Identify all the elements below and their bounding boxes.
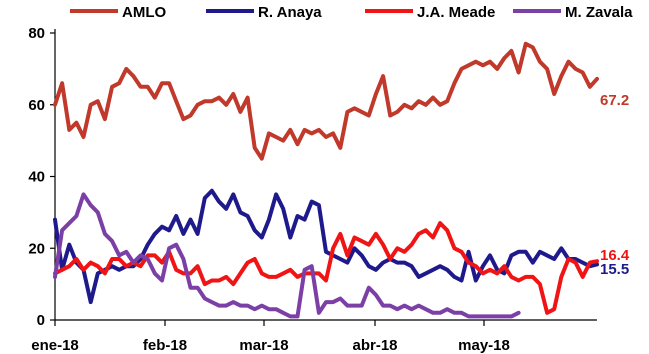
y-tick-label: 60: [28, 97, 45, 114]
legend-label: R. Anaya: [258, 4, 322, 21]
series-line-j-a-meade: [53, 221, 599, 315]
x-tick-label: mar-18: [239, 337, 288, 354]
y-tick-label: 0: [37, 312, 45, 329]
series-line-m-zavala: [53, 192, 521, 319]
x-tick-label: ene-18: [31, 337, 79, 354]
y-tick-label: 40: [28, 169, 45, 186]
x-tick-label: may-18: [458, 337, 510, 354]
legend-label: J.A. Meade: [417, 4, 495, 21]
x-tick-label: feb-18: [143, 337, 187, 354]
series-line-r-anaya: [53, 188, 599, 305]
end-value-label: 67.2: [600, 92, 629, 109]
series-line-amlo: [53, 41, 599, 161]
x-tick-label: abr-18: [352, 337, 397, 354]
chart-end-labels: 67.2 15.516.4: [600, 92, 630, 278]
legend-label: AMLO: [122, 4, 166, 21]
y-tick-label: 80: [28, 25, 45, 42]
chart-axes: 0 20 40 60 80 ene-18 feb-18 mar-18 abr-18 may-18: [28, 25, 597, 354]
chart-series-lines: [53, 41, 599, 319]
chart-legend: AMLO R. Anaya J.A. Meade M. Zavala: [70, 4, 633, 21]
y-tick-label: 20: [28, 240, 45, 257]
legend-label: M. Zavala: [565, 4, 633, 21]
end-value-label: 15.5: [600, 261, 629, 278]
end-value-label: 16.4: [600, 247, 630, 264]
